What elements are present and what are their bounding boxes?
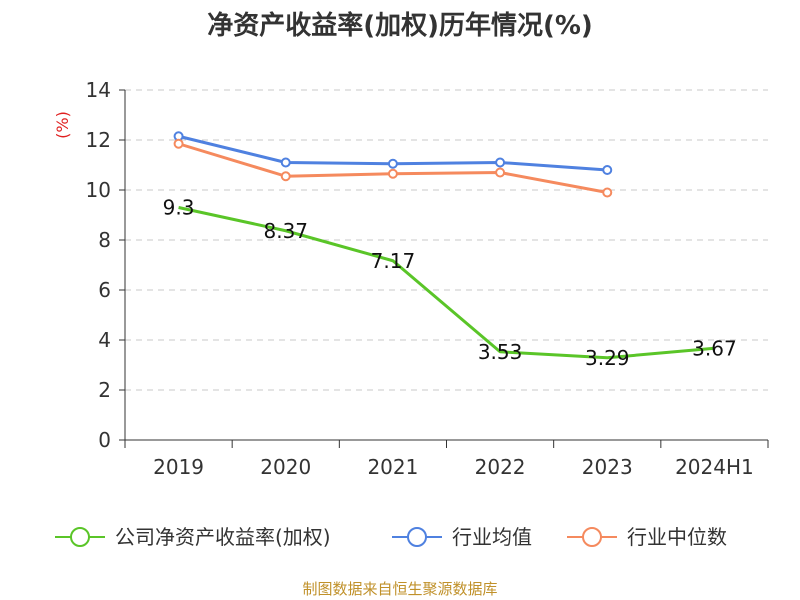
legend-label: 行业中位数 [627, 525, 727, 549]
series-point [280, 157, 291, 168]
legend-item[interactable]: 行业中位数 [567, 525, 727, 549]
x-tick-label: 2021 [367, 455, 418, 479]
data-label: 3.67 [692, 336, 737, 360]
data-labels: 9.3 8.37 7.17 3.53 3.29 3.67 [163, 196, 737, 370]
axes: 0 2 4 6 8 10 12 14 2019 2020 2021 2022 2023 2024H1 [86, 78, 769, 479]
source-note: 制图数据来自恒生聚源数据库 [302, 580, 497, 598]
y-tick-label: 4 [98, 328, 111, 352]
series-point [387, 168, 398, 179]
series-point [602, 165, 613, 175]
series-point [602, 187, 613, 198]
y-tick-label: 10 [86, 178, 111, 202]
grid-lines [125, 89, 768, 391]
legend-item[interactable]: 公司净资产收益率(加权) [55, 525, 331, 549]
series-point [387, 158, 398, 169]
x-tick-label: 2024H1 [675, 455, 754, 479]
y-axis-label: (%) [53, 111, 72, 139]
legend[interactable]: 公司净资产收益率(加权) 行业均值 行业中位数 [55, 525, 727, 549]
legend-item[interactable]: 行业均值 [392, 525, 532, 549]
legend-marker [70, 527, 90, 547]
y-tick-label: 6 [98, 278, 111, 302]
y-tick-label: 8 [98, 228, 111, 252]
series-lines [173, 131, 715, 360]
y-tick-label: 14 [86, 78, 111, 102]
data-label: 9.3 [163, 196, 195, 220]
data-label: 7.17 [371, 249, 416, 273]
y-tick-label: 2 [98, 378, 111, 402]
x-tick-label: 2019 [153, 455, 204, 479]
x-tick-label: 2023 [582, 455, 633, 479]
x-tick-label: 2022 [475, 455, 526, 479]
data-label: 3.29 [585, 346, 630, 370]
series-point [280, 171, 291, 182]
series-point [495, 157, 506, 168]
legend-marker [407, 527, 427, 547]
legend-marker [582, 527, 602, 547]
x-tick-label: 2020 [260, 455, 311, 479]
legend-label: 公司净资产收益率(加权) [115, 525, 331, 549]
data-label: 3.53 [478, 340, 523, 364]
legend-label: 行业均值 [452, 525, 532, 549]
data-label: 8.37 [263, 219, 308, 243]
series-point [173, 138, 184, 149]
series-point [495, 167, 506, 178]
y-tick-label: 12 [86, 128, 111, 152]
series-line [178, 206, 715, 360]
chart-title: 净资产收益率(加权)历年情况(%) [207, 10, 593, 41]
y-tick-label: 0 [98, 428, 111, 452]
